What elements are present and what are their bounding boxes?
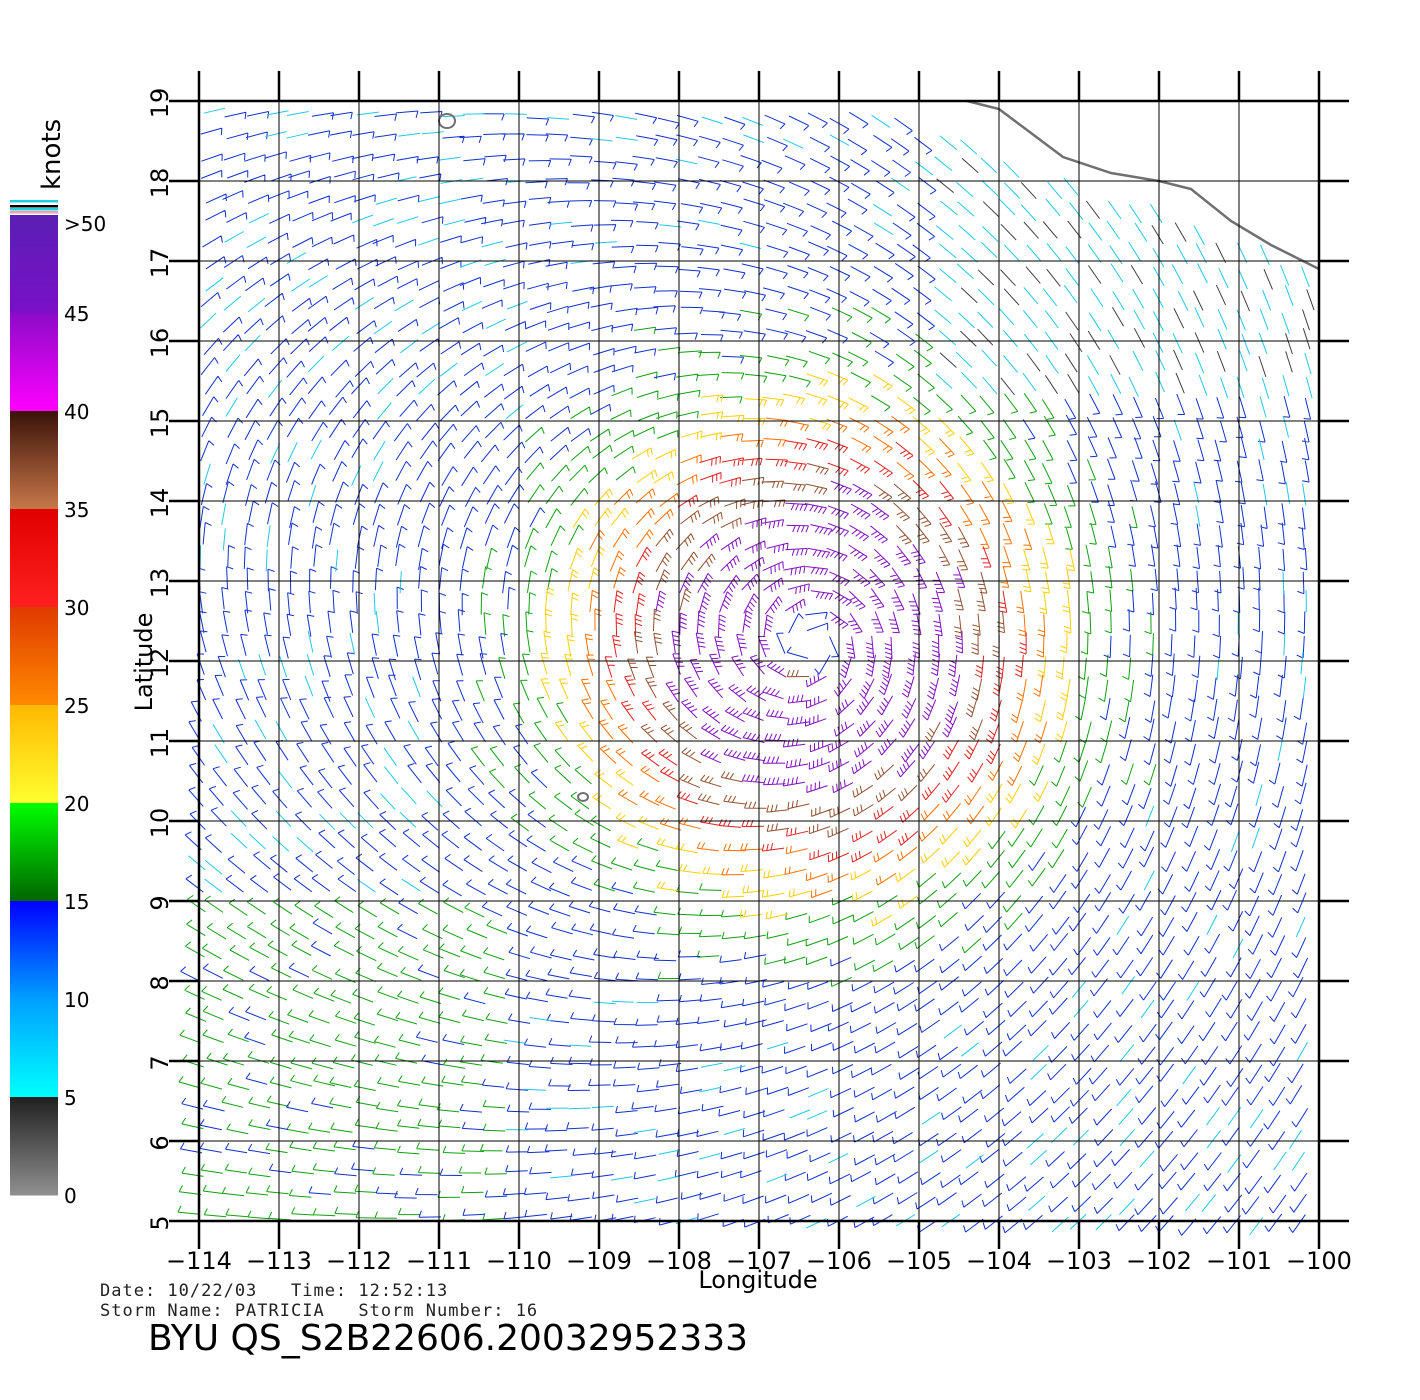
y-axis-label: Latitude: [130, 613, 158, 712]
legend-tick-label: 10: [64, 988, 89, 1012]
lon-tick-label: −109: [566, 1247, 632, 1275]
axis-ticks: −114 −113 −112 −111 −110 −109 −108 −107 −106 −105…: [146, 71, 1352, 1275]
legend-tick-label: 5: [64, 1086, 77, 1110]
legend-band: [10, 901, 58, 1000]
legend-band: [10, 607, 58, 706]
wind-barb-group: [655, 480, 966, 794]
legend-tick-label: 15: [64, 890, 89, 914]
wind-barb-group: [188, 107, 1313, 1236]
lat-tick-label: 18: [146, 168, 174, 199]
lon-tick-label: −101: [1206, 1247, 1272, 1275]
lat-tick-label: 12: [146, 648, 174, 679]
wind-barbs: [177, 107, 1315, 1236]
lon-tick-label: −102: [1126, 1247, 1192, 1275]
legend-tick-label: 45: [64, 302, 89, 326]
wind-barb-group: [604, 438, 1027, 863]
product-id: BYU QS_S2B22606.20032952333: [148, 1318, 749, 1359]
clipperton-island: [577, 792, 589, 802]
lon-tick-label: −106: [806, 1247, 872, 1275]
lat-tick-label: 9: [146, 895, 174, 910]
lon-tick-label: −105: [886, 1247, 952, 1275]
mexico-coastline: [966, 99, 1320, 271]
legend-tick-label: 25: [64, 694, 89, 718]
lat-tick-label: 6: [146, 1135, 174, 1150]
legend-band: [10, 215, 58, 314]
lon-tick-label: −110: [486, 1247, 552, 1275]
lat-tick-label: 5: [146, 1215, 174, 1230]
lon-tick-label: −114: [166, 1247, 232, 1275]
date-time-line: Date: 10/22/03 Time: 12:52:13: [100, 1281, 449, 1301]
lon-tick-label: −112: [326, 1247, 392, 1275]
color-legend: >50 45 40 35 30 25 20 15 10 5 0: [10, 200, 106, 1208]
lon-tick-label: −111: [406, 1247, 472, 1275]
wind-barb-group: [581, 415, 1048, 899]
lon-tick-label: −100: [1286, 1247, 1352, 1275]
lat-tick-label: 14: [146, 488, 174, 519]
x-axis-label: Longitude: [698, 1266, 817, 1294]
legend-tick-label: >50: [64, 212, 106, 236]
lat-tick-label: 8: [146, 975, 174, 990]
wind-barb-group: [627, 463, 1005, 838]
lat-tick-label: 11: [146, 728, 174, 759]
legend-band: [10, 803, 58, 902]
legend-tick-label: 0: [64, 1184, 77, 1208]
lat-tick-label: 19: [146, 88, 174, 119]
wind-barb-group: [540, 371, 1076, 927]
lat-tick-label: 17: [146, 248, 174, 279]
legend-tick-label: 40: [64, 400, 89, 424]
wind-barb-group: [177, 307, 1157, 1222]
lat-tick-label: 16: [146, 328, 174, 359]
legend-cap-stripe: [10, 211, 58, 214]
coastline: [438, 99, 1320, 802]
legend-cap-stripe: [10, 208, 58, 211]
legend-band: [10, 411, 58, 510]
lon-tick-label: −103: [1046, 1247, 1112, 1275]
lat-tick-label: 7: [146, 1055, 174, 1070]
lat-tick-label: 15: [146, 408, 174, 439]
legend-cap-stripe: [10, 205, 58, 208]
legend-band: [10, 999, 58, 1098]
legend-cap-stripe: [10, 200, 58, 203]
lat-tick-label: 13: [146, 568, 174, 599]
legend-tick-label: 35: [64, 498, 89, 522]
storm-line: Storm Name: PATRICIA Storm Number: 16: [100, 1301, 539, 1321]
lon-tick-label: −108: [646, 1247, 712, 1275]
legend-title: knots: [37, 119, 67, 190]
lon-tick-label: −104: [966, 1247, 1032, 1275]
lat-tick-label: 10: [146, 808, 174, 839]
legend-band: [10, 705, 58, 804]
wind-barb-group: [936, 157, 1315, 396]
legend-tick-label: 20: [64, 792, 89, 816]
lon-tick-label: −107: [726, 1247, 792, 1275]
legend-band: [10, 509, 58, 608]
legend-band: [10, 1097, 58, 1196]
legend-tick-label: 30: [64, 596, 89, 620]
legend-band: [10, 313, 58, 412]
lon-tick-label: −113: [246, 1247, 312, 1275]
